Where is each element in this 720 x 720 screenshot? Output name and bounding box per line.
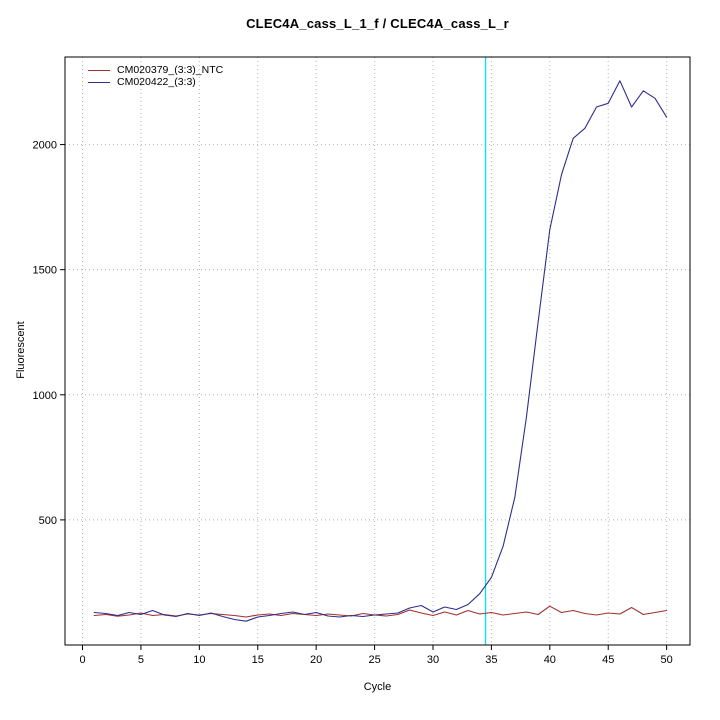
y-tick-label: 500	[39, 515, 57, 527]
y-tick-label: 1500	[33, 265, 57, 277]
y-tick-label: 1000	[33, 390, 57, 402]
x-tick-label: 0	[79, 654, 85, 666]
legend-line-swatch-sample	[88, 81, 110, 83]
legend-line-swatch-ntc	[88, 69, 110, 71]
legend-label-ntc: CM020379_(3:3)_NTC	[117, 64, 224, 76]
x-tick-label: 10	[193, 654, 205, 666]
x-tick-label: 15	[252, 654, 264, 666]
series-line-1	[93, 80, 668, 622]
x-tick-label: 35	[485, 654, 497, 666]
legend: CM020379_(3:3)_NTC CM020422_(3:3)	[88, 64, 223, 88]
legend-item-ntc: CM020379_(3:3)_NTC	[88, 64, 223, 76]
x-tick-label: 30	[427, 654, 439, 666]
y-tick-label: 2000	[33, 140, 57, 152]
plot-box	[64, 56, 691, 646]
x-axis-label: Cycle	[363, 681, 392, 693]
x-tick-label: 5	[138, 654, 144, 666]
x-tick-label: 50	[661, 654, 673, 666]
x-tick-label: 45	[602, 654, 614, 666]
legend-item-sample: CM020422_(3:3)	[88, 76, 223, 88]
chart-title: CLEC4A_cass_L_1_f / CLEC4A_cass_L_r	[246, 16, 509, 31]
legend-label-sample: CM020422_(3:3)	[117, 76, 196, 88]
x-tick-label: 25	[368, 654, 380, 666]
x-tick-label: 20	[310, 654, 322, 666]
x-tick-label: 40	[544, 654, 556, 666]
